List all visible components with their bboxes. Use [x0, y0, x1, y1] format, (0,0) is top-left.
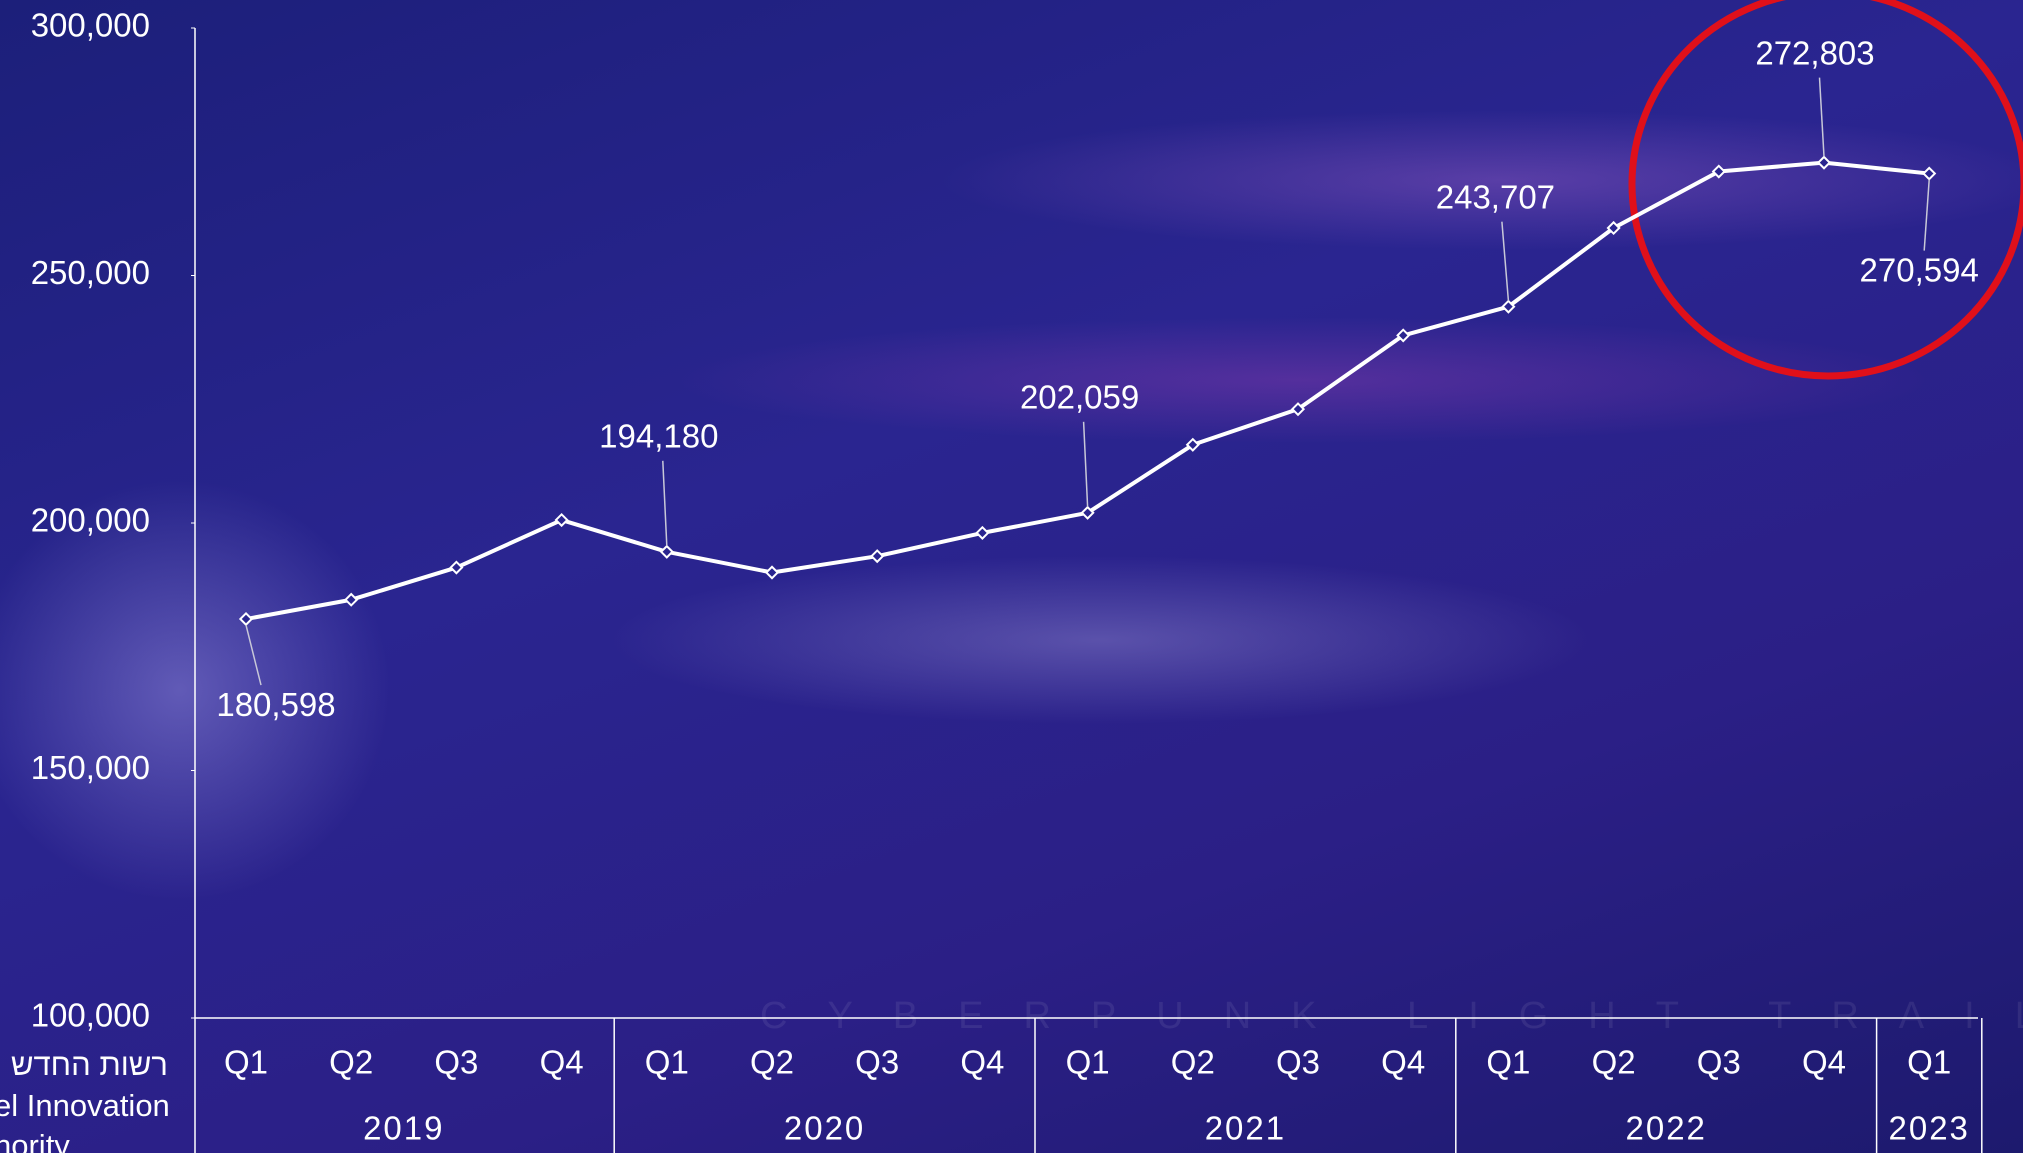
point: [1185, 437, 1200, 452]
point: [1922, 166, 1937, 181]
point: [1290, 402, 1306, 417]
point: [1501, 299, 1516, 314]
x-group-label: 2019: [363, 1110, 444, 1147]
x-group-label: 2022: [1625, 1110, 1706, 1147]
point: [554, 512, 569, 528]
value-label: 270,594: [1860, 251, 1979, 288]
point: [1711, 164, 1726, 179]
x-tick-label: Q4: [1802, 1044, 1846, 1081]
x-tick-label: Q4: [960, 1044, 1004, 1081]
x-tick-label: Q1: [1907, 1044, 1951, 1081]
point: [659, 544, 674, 559]
x-tick-label: Q1: [1066, 1044, 1110, 1081]
highlight-circle: [1628, 0, 2023, 380]
x-tick-label: Q3: [855, 1044, 899, 1081]
value-label: 243,707: [1436, 178, 1555, 215]
x-tick-label: Q2: [750, 1044, 794, 1081]
point: [1396, 328, 1411, 343]
x-tick-label: Q3: [1697, 1044, 1741, 1081]
logo-hebrew: רשות החדש: [11, 1047, 168, 1082]
x-tick-label: Q3: [1276, 1044, 1320, 1081]
x-group-label: 2023: [1888, 1110, 1969, 1147]
x-tick-label: Q4: [540, 1044, 584, 1081]
point: [764, 565, 780, 580]
value-label: 202,059: [1020, 379, 1139, 416]
y-tick-label: 250,000: [31, 254, 150, 291]
y-tick-label: 300,000: [31, 7, 150, 44]
point: [344, 592, 359, 607]
leader-line: [1818, 77, 1825, 157]
x-tick-label: Q3: [434, 1044, 478, 1081]
x-tick-label: Q2: [1592, 1044, 1636, 1081]
x-tick-label: Q4: [1381, 1044, 1425, 1081]
leader-line: [1501, 221, 1510, 301]
leader-line: [1923, 179, 1930, 251]
x-tick-label: Q2: [1171, 1044, 1215, 1081]
point: [1816, 155, 1832, 170]
y-tick-label: 150,000: [31, 749, 150, 786]
x-group-label: 2021: [1205, 1110, 1286, 1147]
logo-line: hority: [0, 1128, 70, 1153]
y-tick-label: 100,000: [31, 997, 150, 1034]
point: [238, 611, 254, 627]
y-tick-label: 200,000: [31, 502, 150, 539]
logo-line: el Innovation: [0, 1088, 170, 1123]
x-tick-label: Q2: [329, 1044, 373, 1081]
value-label: 194,180: [599, 418, 718, 455]
x-tick-label: Q1: [1486, 1044, 1530, 1081]
point: [1080, 505, 1095, 520]
x-group-label: 2020: [784, 1110, 865, 1147]
leader-line: [245, 624, 262, 686]
value-label: 272,803: [1755, 34, 1874, 71]
x-tick-label: Q1: [645, 1044, 689, 1081]
point: [1606, 220, 1621, 236]
point: [449, 560, 464, 575]
watermark: CYBERPUNK LIGHT TRAIL: [760, 995, 2023, 1037]
point: [870, 549, 885, 564]
leader-line: [1082, 421, 1089, 507]
point: [975, 525, 990, 540]
leader-line: [662, 460, 668, 546]
x-tick-label: Q1: [224, 1044, 268, 1081]
value-label: 180,598: [216, 686, 335, 723]
